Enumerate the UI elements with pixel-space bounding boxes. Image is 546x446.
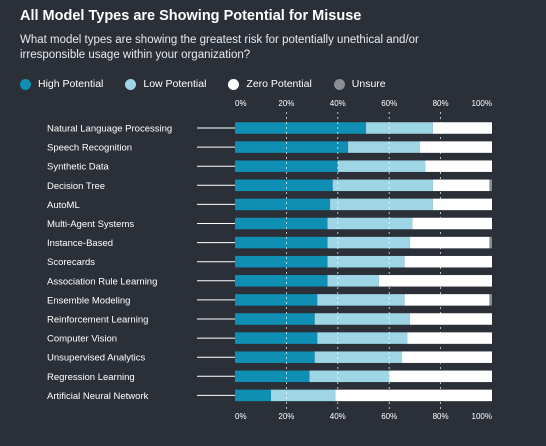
bar-low <box>327 275 379 287</box>
x-tick-label-top: 40% <box>330 99 346 108</box>
bar-zero <box>404 255 492 268</box>
bar-low <box>348 141 421 153</box>
bar-zero <box>412 217 492 230</box>
x-tick-label-bottom: 80% <box>433 412 449 421</box>
x-tick-label-top: 20% <box>278 99 294 108</box>
bar-zero <box>404 294 490 306</box>
category-label: Decision Tree <box>47 181 105 192</box>
bar-zero <box>407 332 492 344</box>
bar-low <box>327 255 405 268</box>
category-label: Regression Learning <box>47 372 135 383</box>
category-label: Computer Vision <box>47 334 117 345</box>
category-label: Multi-Agent Systems <box>47 219 134 230</box>
legend-swatch-high <box>20 78 31 90</box>
x-tick-label-top: 100% <box>472 99 492 108</box>
category-label: Instance-Based <box>47 238 113 249</box>
chart-title: All Model Types are Showing Potential fo… <box>20 8 362 24</box>
legend-item-zero: Zero Potential <box>228 78 312 90</box>
bar-high <box>235 255 328 268</box>
bar-low <box>330 198 433 211</box>
category-label: Scorecards <box>47 257 95 268</box>
bar-zero <box>432 198 492 211</box>
bar-zero <box>378 275 492 287</box>
bar-high <box>235 351 315 363</box>
x-tick-label-bottom: 40% <box>330 412 346 421</box>
legend-swatch-low <box>125 78 137 90</box>
x-tick-label-bottom: 0% <box>235 412 247 421</box>
x-tick-label-bottom: 60% <box>381 412 397 421</box>
category-label: Association Rule Learning <box>47 276 157 287</box>
bar-low <box>327 217 413 230</box>
x-tick-label-bottom: 20% <box>278 412 294 421</box>
bar-zero <box>420 141 492 153</box>
bar-zero <box>425 160 492 172</box>
legend-item-unsure: Unsure <box>333 78 386 90</box>
bar-high <box>235 236 328 249</box>
legend-item-low: Low Potential <box>125 78 206 90</box>
category-label: Reinforcement Learning <box>47 315 148 326</box>
bar-low <box>332 179 433 192</box>
bar-low <box>317 294 405 306</box>
x-tick-label-top: 60% <box>381 99 397 108</box>
bar-high <box>235 275 328 287</box>
legend-label-high: High Potential <box>38 78 104 90</box>
bar-high <box>235 217 328 230</box>
bar-zero <box>409 313 492 325</box>
category-label: Unsupervised Analytics <box>47 353 145 364</box>
bar-high <box>235 141 349 153</box>
category-label: Artificial Neural Network <box>47 391 149 402</box>
legend-swatch-unsure <box>333 78 345 90</box>
category-label: AutoML <box>47 200 80 211</box>
bar-low <box>366 122 433 134</box>
legend-label-low: Low Potential <box>143 78 207 90</box>
bar-high <box>235 294 318 306</box>
bar-unsure <box>489 179 492 192</box>
bar-zero <box>335 389 492 402</box>
bar-low <box>314 313 410 325</box>
bar-high <box>235 179 333 192</box>
bar-zero <box>432 179 490 192</box>
bar-zero <box>402 351 492 363</box>
bar-high <box>235 332 318 344</box>
bar-high <box>235 313 315 325</box>
bar-unsure <box>489 236 492 249</box>
category-label: Synthetic Data <box>47 162 109 173</box>
bar-high <box>235 122 367 134</box>
bar-high <box>235 389 271 402</box>
legend: High Potential Low Potential Zero Potent… <box>20 78 408 90</box>
legend-label-zero: Zero Potential <box>246 78 312 90</box>
category-label: Natural Language Processing <box>47 124 172 135</box>
bar-high <box>235 370 310 383</box>
legend-item-high: High Potential <box>20 78 103 90</box>
x-tick-label-top: 0% <box>235 99 247 108</box>
bar-zero <box>409 236 490 249</box>
bar-zero <box>432 122 492 134</box>
category-label: Ensemble Modeling <box>47 295 130 306</box>
category-label: Speech Recognition <box>47 143 132 154</box>
bar-high <box>235 160 338 172</box>
legend-label-unsure: Unsure <box>351 78 386 90</box>
bar-low <box>337 160 426 172</box>
bar-low <box>314 351 403 363</box>
bar-low <box>327 236 410 249</box>
x-tick-label-top: 80% <box>433 99 449 108</box>
legend-swatch-zero <box>228 78 240 90</box>
chart-subtitle: What model types are showing the greates… <box>20 34 419 61</box>
bar-unsure <box>489 294 492 306</box>
bar-low <box>317 332 408 344</box>
bar-low <box>270 389 336 402</box>
bar-zero <box>389 370 492 383</box>
x-tick-label-bottom: 100% <box>472 412 492 421</box>
bar-high <box>235 198 331 211</box>
bar-low <box>309 370 390 383</box>
